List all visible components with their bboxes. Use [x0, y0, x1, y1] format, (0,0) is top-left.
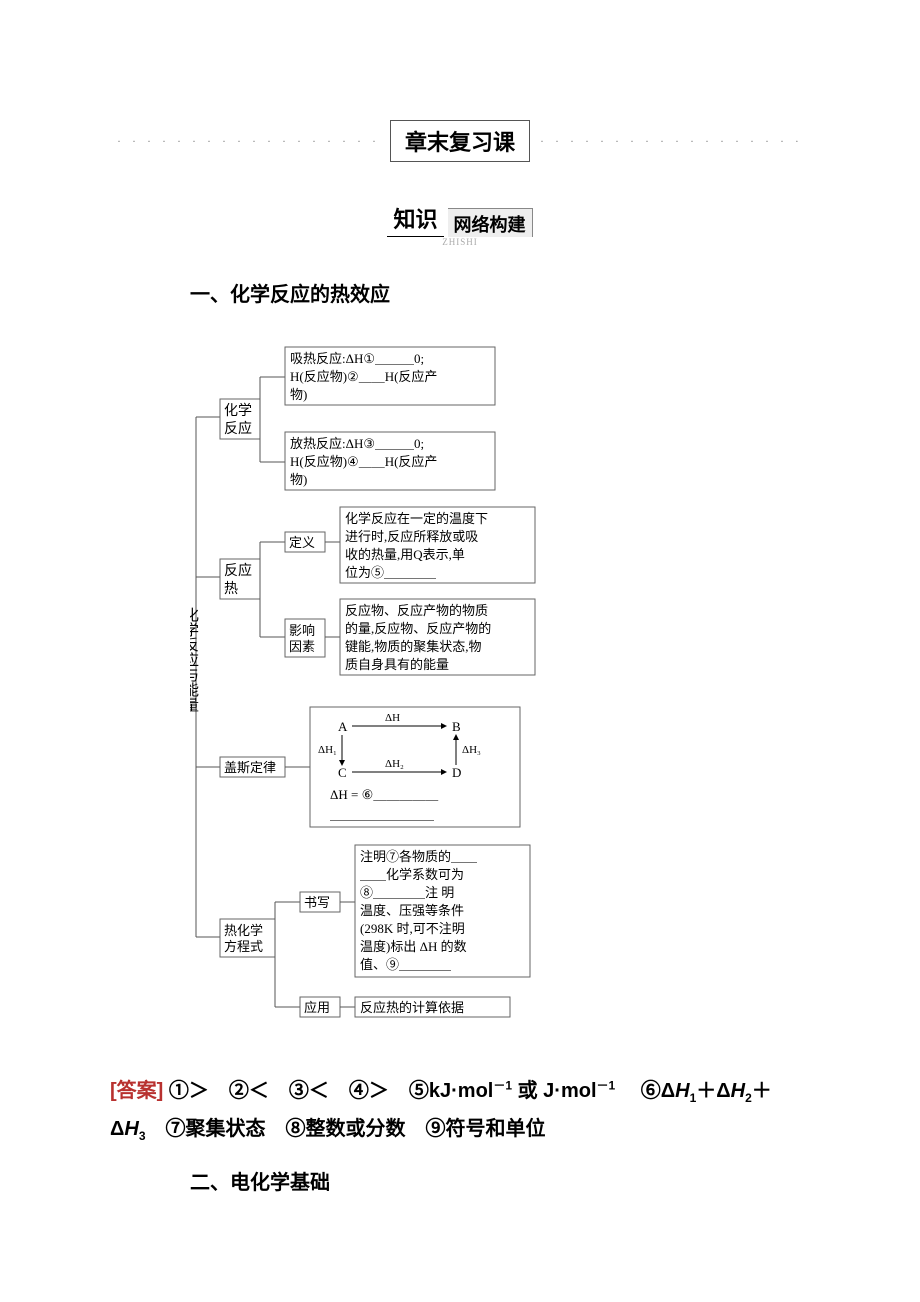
svg-text:＿＿＿＿＿＿＿＿: ＿＿＿＿＿＿＿＿: [330, 807, 434, 822]
chapter-title-banner: · · · · · · · · · · · · · · · · · · 章末复习…: [110, 120, 810, 162]
svg-text:温度)标出 ΔH 的数: 温度)标出 ΔH 的数: [360, 939, 467, 954]
svg-text:收的热量,用Q表示,单: 收的热量,用Q表示,单: [345, 547, 465, 562]
svg-text:位为⑤＿＿＿＿: 位为⑤＿＿＿＿: [345, 565, 436, 580]
svg-text:B: B: [452, 719, 461, 734]
svg-text:H(反应物)②＿＿H(反应产: H(反应物)②＿＿H(反应产: [290, 369, 437, 384]
svg-text:值、⑨＿＿＿＿: 值、⑨＿＿＿＿: [360, 957, 451, 972]
chapter-title-box: 章末复习课: [390, 120, 530, 162]
svg-text:键能,物质的聚集状态,物: 键能,物质的聚集状态,物: [345, 639, 482, 654]
answer-part-1e: ＋: [752, 1080, 772, 1102]
answer-part-1c: ⑥Δ: [621, 1080, 675, 1102]
svg-text:化学反应在一定的温度下: 化学反应在一定的温度下: [345, 511, 488, 526]
svg-text:反应热的计算依据: 反应热的计算依据: [360, 1000, 464, 1015]
svg-text:A: A: [338, 719, 348, 734]
svg-text:C: C: [338, 765, 347, 780]
svg-text:放热反应:ΔH③＿＿＿0;: 放热反应:ΔH③＿＿＿0;: [290, 436, 424, 451]
svg-text:＿＿化学系数可为: ＿＿化学系数可为: [360, 867, 464, 882]
svg-text:ΔH: ΔH: [385, 712, 400, 724]
svg-text:物): 物): [290, 387, 307, 402]
svg-text:定义: 定义: [289, 535, 315, 550]
knowledge-side: 网络构建: [448, 208, 533, 237]
svg-text:ΔH₃: ΔH₃: [462, 744, 481, 756]
svg-text:质自身具有的能量: 质自身具有的能量: [345, 657, 449, 672]
d-hx1-l1: 吸热反应:ΔH①＿＿＿0;: [290, 351, 424, 366]
answer-part-1a: ①＞ ②＜ ③＜ ④＞ ⑤kJ·mol: [169, 1080, 493, 1102]
answer-label: [答案]: [110, 1080, 163, 1102]
svg-text:化学反应与能量: 化学反应与能量: [190, 607, 199, 712]
knowledge-banner: 知识 网络构建 ZHISHI: [110, 202, 810, 250]
answer-part-1b: 或 J·mol: [518, 1080, 597, 1102]
svg-text:物): 物): [290, 472, 307, 487]
svg-text:热化学: 热化学: [224, 923, 263, 938]
H-3: H: [124, 1118, 138, 1140]
sub-3: 3: [139, 1129, 146, 1143]
svg-text:书写: 书写: [304, 895, 330, 910]
svg-text:D: D: [452, 765, 461, 780]
svg-text:因素: 因素: [289, 639, 315, 654]
svg-text:注明⑦各物质的＿＿: 注明⑦各物质的＿＿: [360, 849, 477, 864]
sup-neg1-b: －1: [597, 1078, 616, 1092]
svg-text:应用: 应用: [304, 1000, 330, 1015]
knowledge-sub: ZHISHI: [387, 237, 532, 247]
answer-part-2a: Δ: [110, 1118, 124, 1140]
answer-block: [答案] ①＞ ②＜ ③＜ ④＞ ⑤kJ·mol－1 或 J·mol－1 ⑥ΔH…: [110, 1072, 810, 1148]
svg-text:反应物、反应产物的物质: 反应物、反应产物的物质: [345, 603, 488, 618]
svg-text:影响: 影响: [289, 623, 315, 638]
svg-text:ΔH = ⑥＿＿＿＿＿: ΔH = ⑥＿＿＿＿＿: [330, 787, 438, 802]
knowledge-main: 知识: [387, 202, 443, 237]
svg-text:的量,反应物、反应产物的: 的量,反应物、反应产物的: [345, 621, 491, 636]
svg-text:进行时,反应所释放或吸: 进行时,反应所释放或吸: [345, 529, 478, 544]
sup-neg1-a: －1: [493, 1078, 512, 1092]
answer-part-1d: ＋Δ: [696, 1080, 730, 1102]
svg-text:(298K 时,可不注明: (298K 时,可不注明: [360, 921, 465, 936]
decorative-dots-right: · · · · · · · · · · · · · · · · · ·: [540, 134, 803, 149]
section-2-heading: 二、电化学基础: [190, 1166, 810, 1195]
svg-text:⑧＿＿＿＿注 明: ⑧＿＿＿＿注 明: [360, 885, 454, 900]
svg-text:盖斯定律: 盖斯定律: [224, 760, 276, 775]
H-2: H: [731, 1080, 745, 1102]
svg-text:H(反应物)④＿＿H(反应产: H(反应物)④＿＿H(反应产: [290, 454, 437, 469]
svg-text:热: 热: [224, 581, 238, 597]
answer-part-2b: ⑦聚集状态 ⑧整数或分数 ⑨符号和单位: [146, 1118, 546, 1140]
svg-text:ΔH₂: ΔH₂: [385, 758, 404, 770]
svg-text:反应: 反应: [224, 562, 252, 579]
svg-text:化学: 化学: [224, 403, 252, 419]
section-1-heading: 一、化学反应的热效应: [190, 278, 810, 307]
sub-2: 2: [745, 1091, 752, 1105]
svg-text:方程式: 方程式: [224, 939, 263, 954]
svg-text:反应: 反应: [224, 420, 252, 437]
svg-text:ΔH₁: ΔH₁: [318, 744, 337, 756]
decorative-dots-left: · · · · · · · · · · · · · · · · · ·: [117, 134, 380, 149]
concept-diagram: 化学反应与能量 化学 反应 吸热反应:ΔH①＿＿＿0; H(反应物)②＿＿H(反…: [190, 317, 810, 1042]
svg-text:温度、压强等条件: 温度、压强等条件: [360, 903, 464, 918]
H-1: H: [675, 1080, 689, 1102]
